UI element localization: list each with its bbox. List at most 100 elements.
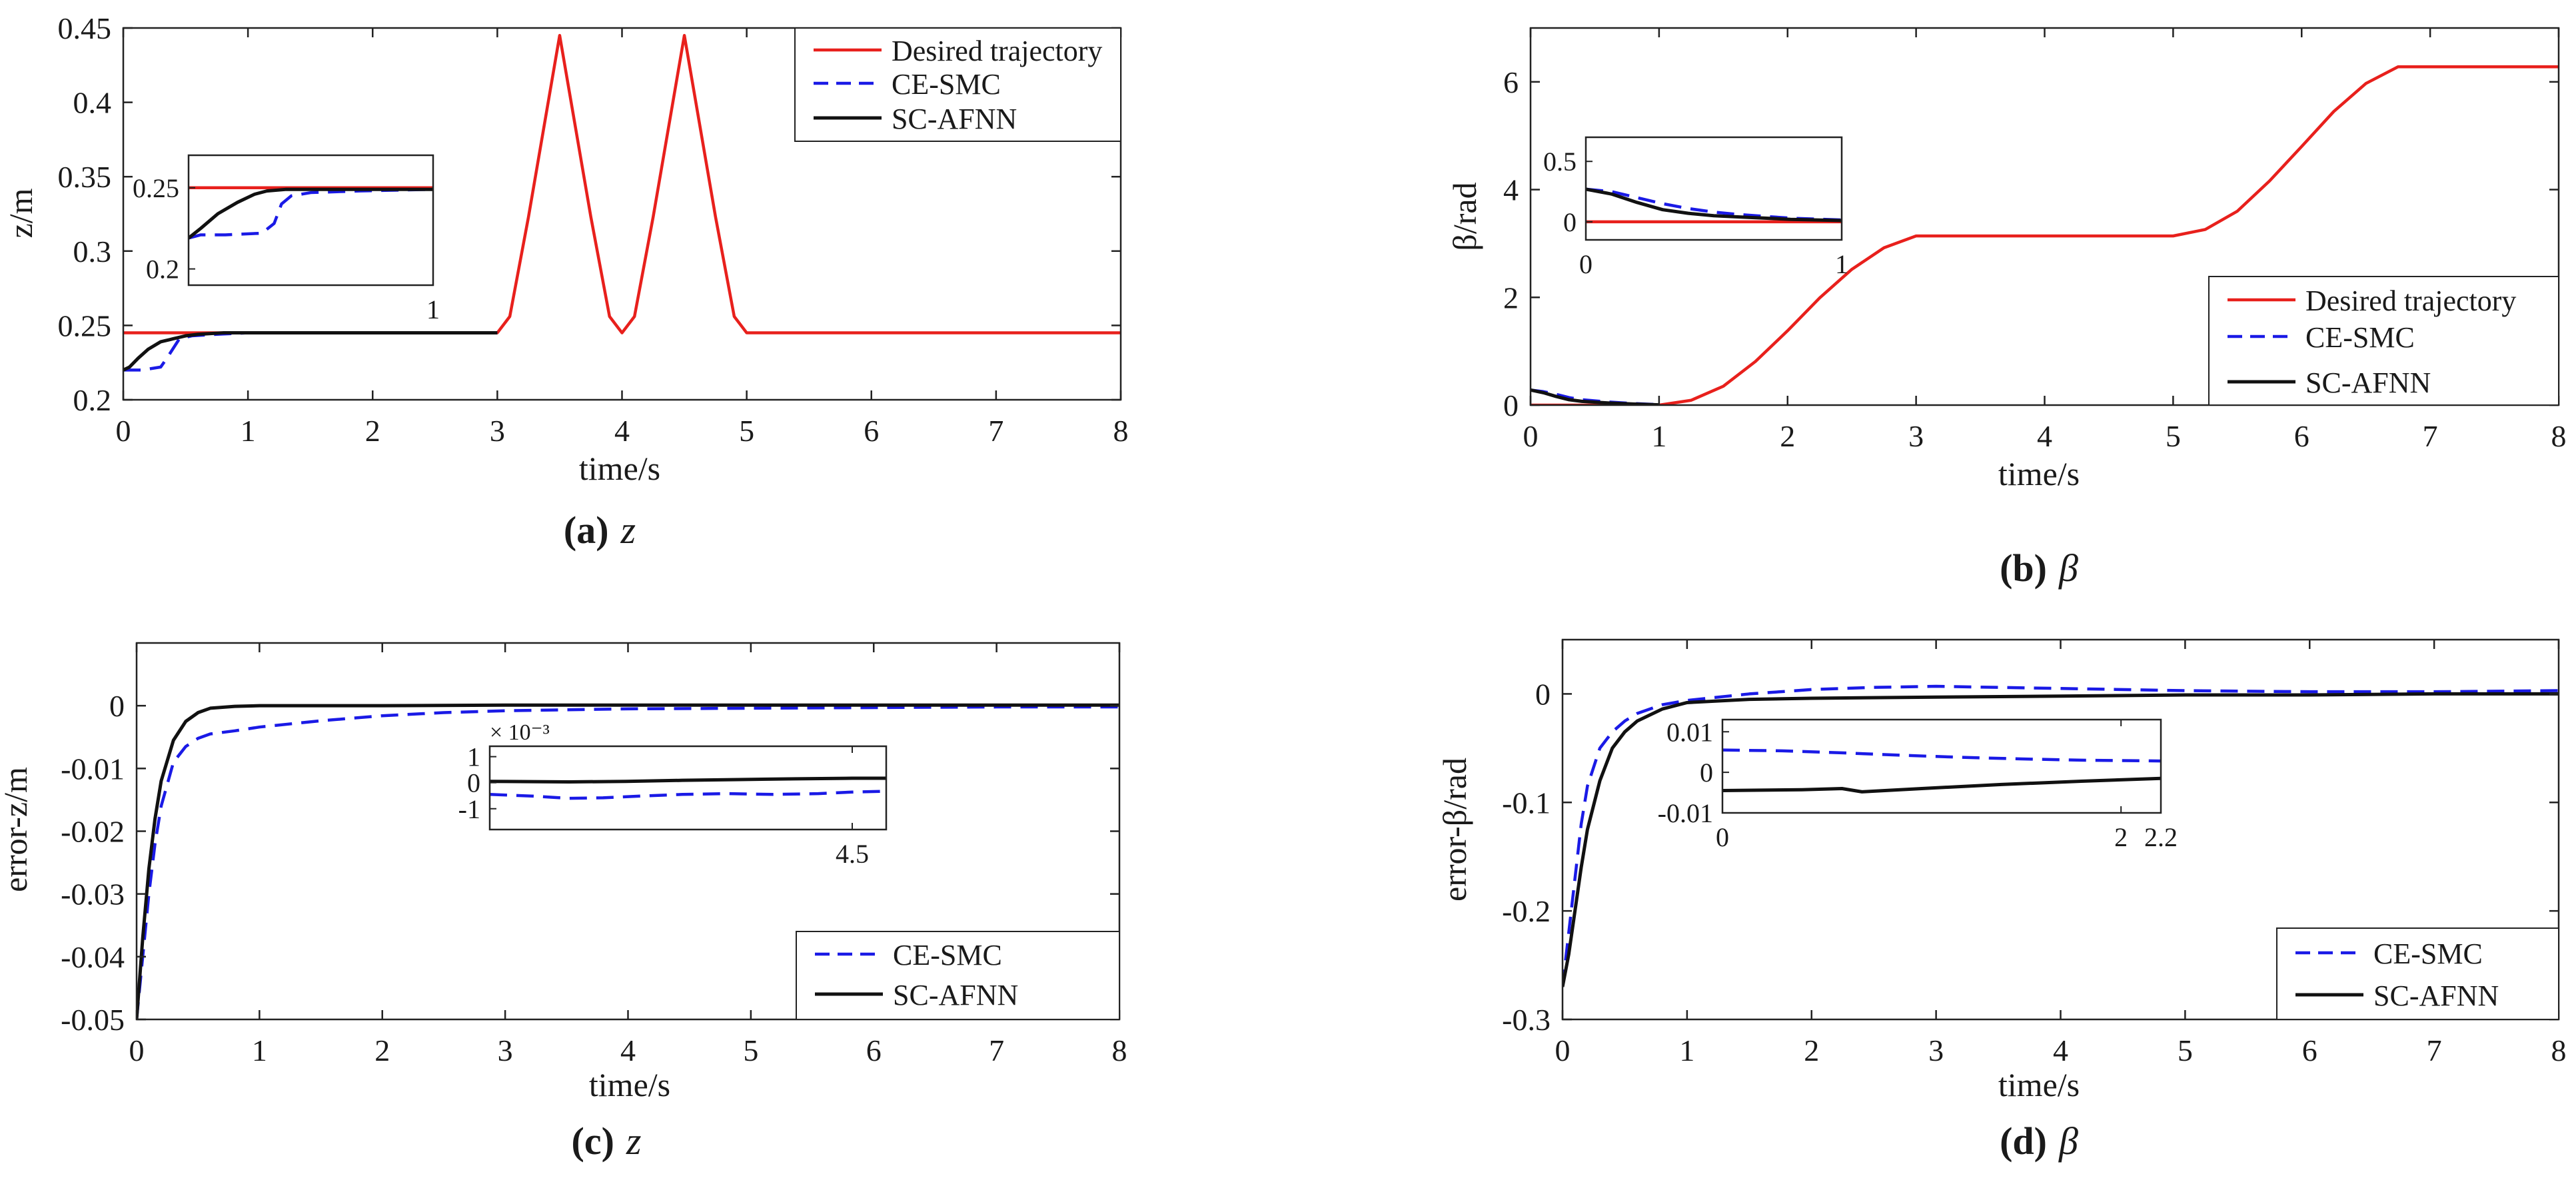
panel-c-inset-series-sc-afnn bbox=[490, 776, 886, 784]
panel-a-caption-letter: (a) bbox=[564, 508, 609, 552]
panel-d-inset-ytick-label: -0.01 bbox=[1658, 798, 1713, 828]
panel-b-legend-box bbox=[2208, 276, 2559, 406]
panel-b-inset: 0 1 0 0.5 bbox=[1543, 136, 1848, 279]
panel-b-ytick-label: 0 bbox=[1503, 388, 1519, 422]
panel-a-ytick-label: 0.4 bbox=[73, 86, 112, 120]
panel-c-inset-exponent: × 10⁻³ bbox=[490, 720, 550, 745]
panel-b-xtick-label: 8 bbox=[2551, 419, 2567, 453]
panel-b-inset-xtick-label: 0 bbox=[1579, 249, 1593, 279]
panel-a-legend-label: CE-SMC bbox=[892, 68, 1001, 101]
panel-b-inset-frame bbox=[1585, 136, 1843, 241]
panel-c-inset: 4.5 -101 × 10⁻³ bbox=[458, 720, 888, 869]
panel-b-xlabel: time/s bbox=[1998, 455, 2080, 492]
panel-d-series bbox=[1563, 684, 2559, 987]
panel-a-inset-series-ce-smc bbox=[189, 187, 433, 240]
panel-c-xlabel: time/s bbox=[589, 1066, 670, 1103]
panel-c-inset-series-ce-smc bbox=[490, 790, 886, 800]
panel-d-ylabel: error-β/rad bbox=[1436, 758, 1473, 901]
panel-c-ytick-label: -0.03 bbox=[61, 878, 125, 911]
panel-c-inset-series bbox=[490, 776, 886, 800]
panel-a-ytick-label: 0.25 bbox=[58, 308, 112, 342]
panel-d-inset-series-sc-afnn bbox=[1722, 776, 2161, 794]
panel-c-xtick-label: 6 bbox=[866, 1033, 882, 1067]
panel-d-ytick-label: -0.2 bbox=[1502, 894, 1551, 928]
panel-c-ytick-label: 0 bbox=[109, 689, 125, 723]
panel-c-caption-symbol: z bbox=[626, 1119, 642, 1163]
panel-b-inset-ytick-label: 0 bbox=[1563, 207, 1577, 237]
panel-a-xtick-label: 0 bbox=[116, 414, 131, 448]
panel-d: 0 1 2 3 4 5 6 7 8 -0.3 -0.2 -0.1 0 time/s error-β/rad 0… bbox=[1436, 638, 2567, 1163]
panel-c-legend-label: CE-SMC bbox=[893, 939, 1002, 971]
panel-c-xtick-label: 5 bbox=[743, 1033, 758, 1067]
panel-d-ytick-label: -0.1 bbox=[1502, 786, 1551, 820]
panel-b-xtick-label: 7 bbox=[2423, 419, 2438, 453]
panel-a-inset-bg bbox=[189, 155, 433, 285]
panel-b-legend: Desired trajectory CE-SMC SC-AFNN bbox=[2208, 276, 2559, 406]
panel-a-series bbox=[123, 33, 1121, 372]
panel-d-inset-series bbox=[1722, 748, 2161, 794]
panel-d-xtick-label: 3 bbox=[1928, 1033, 1944, 1067]
panel-a-xtick-label: 8 bbox=[1113, 414, 1129, 448]
panel-b-series bbox=[1531, 65, 2559, 405]
panel-c-caption-letter: (c) bbox=[572, 1119, 614, 1163]
panel-b-legend-label: SC-AFNN bbox=[2305, 366, 2431, 399]
panel-d-inset-series-ce-smc bbox=[1722, 748, 2161, 763]
panel-a-series-desired-trajectory bbox=[123, 33, 1121, 334]
panel-a-xtick-label: 6 bbox=[864, 414, 879, 448]
panel-d-inset-xtick-label: 2.2 bbox=[2144, 822, 2178, 852]
panel-b-inset-series bbox=[1586, 187, 1842, 224]
panel-d-xtick-label: 6 bbox=[2302, 1033, 2317, 1067]
panel-c-inset-xtick-label: 4.5 bbox=[836, 839, 869, 869]
panel-d-legend-label: CE-SMC bbox=[2373, 937, 2483, 970]
panel-d-xlabel: time/s bbox=[1998, 1066, 2080, 1103]
panel-b-caption-symbol: β bbox=[2058, 546, 2078, 590]
panel-d-xtick-label: 7 bbox=[2427, 1033, 2442, 1067]
panel-d-inset-ytick-label: 0 bbox=[1700, 758, 1713, 788]
panel-c-ytick-label: -0.04 bbox=[61, 940, 125, 974]
panel-c-ytick-label: -0.01 bbox=[61, 752, 125, 786]
panel-d-inset-frame bbox=[1721, 718, 2162, 814]
panel-b-xtick-label: 1 bbox=[1651, 419, 1666, 453]
panel-b-inset-xtick-label: 1 bbox=[1835, 249, 1848, 279]
panel-a-ytick-label: 0.3 bbox=[73, 235, 112, 269]
panel-a-caption-symbol: z bbox=[620, 508, 636, 552]
panel-d-legend: CE-SMC SC-AFNN bbox=[2276, 927, 2559, 1020]
panel-b-ytick-label: 6 bbox=[1503, 65, 1519, 99]
panel-d-inset-bg bbox=[1722, 720, 2161, 813]
panel-a-xtick-label: 4 bbox=[614, 414, 630, 448]
panel-a-inset-frame bbox=[187, 154, 434, 287]
panel-c-series-ce-smc bbox=[137, 705, 1119, 1019]
panel-c-caption: (c) z bbox=[572, 1119, 642, 1163]
panel-b-caption-letter: (b) bbox=[2000, 546, 2047, 590]
panel-b-inset-ytick-label: 0.5 bbox=[1543, 147, 1577, 177]
panel-a-inset-series bbox=[189, 186, 433, 240]
panel-a-xtick-label: 7 bbox=[988, 414, 1003, 448]
panel-c-inset-ytick-label: 1 bbox=[467, 742, 480, 772]
panel-b-xtick-label: 0 bbox=[1523, 419, 1539, 453]
panel-c-inset-bg bbox=[490, 746, 886, 830]
panel-c-inset-ytick-label: -1 bbox=[458, 794, 480, 824]
panel-a: 0 1 2 3 4 5 6 7 8 0.2 0.25 0.3 0.35 0.4 0.45 time/s z/m 1… bbox=[2, 11, 1129, 552]
panel-d-inset-xtick-label: 2 bbox=[2114, 822, 2128, 852]
panel-b-xtick-label: 3 bbox=[1908, 419, 1924, 453]
panel-c-legend-box bbox=[796, 931, 1120, 1020]
panel-a-caption: (a) z bbox=[564, 508, 636, 552]
panel-d-ytick-label: -0.3 bbox=[1502, 1003, 1551, 1037]
panel-d-inset-xtick-label: 0 bbox=[1716, 822, 1729, 852]
panel-d-caption-symbol: β bbox=[2058, 1119, 2078, 1163]
panel-c-legend-label: SC-AFNN bbox=[893, 979, 1018, 1011]
panel-d-series-sc-afnn bbox=[1563, 692, 2559, 987]
panel-b-inset-bg bbox=[1586, 137, 1842, 240]
panel-c-xtick-label: 0 bbox=[129, 1033, 145, 1067]
panel-c-xtick-label: 4 bbox=[620, 1033, 636, 1067]
panel-a-inset-ytick-label: 0.2 bbox=[146, 255, 179, 285]
panel-c-series bbox=[137, 703, 1119, 1019]
panel-b-inset-series-sc-afnn bbox=[1586, 187, 1842, 223]
panel-b-caption: (b) β bbox=[2000, 546, 2078, 590]
panel-d-caption: (d) β bbox=[2000, 1119, 2078, 1163]
panel-c: 0 1 2 3 4 5 6 7 8-0.05-0.04-0.03-0.02-0.010time/… bbox=[0, 642, 1127, 1163]
panel-b-xtick-label: 5 bbox=[2166, 419, 2181, 453]
panel-a-inset-ytick-label: 0.25 bbox=[133, 173, 179, 203]
